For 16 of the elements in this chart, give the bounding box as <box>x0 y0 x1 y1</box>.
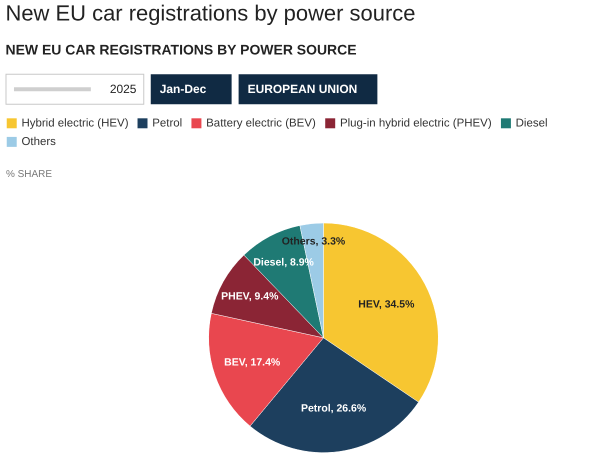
text: Jan-Dec <box>160 82 207 96</box>
legend-label: Diesel <box>516 117 548 130</box>
chart-subtitle: NEW EU CAR REGISTRATIONS BY POWER SOURCE <box>5 41 357 58</box>
legend-label: Petrol <box>152 117 182 130</box>
data-label: HEV, 34.5% <box>358 299 416 310</box>
data-label: BEV, 17.4% <box>224 357 281 368</box>
data-label: PHEV, 9.4% <box>221 292 280 303</box>
legend-label: Hybrid electric (HEV) <box>21 117 129 130</box>
text: 2025 <box>110 82 137 96</box>
legend-label: Others <box>21 136 56 148</box>
text: % SHARE <box>6 169 52 180</box>
legend-label: Plug-in hybrid electric (PHEV) <box>340 117 492 130</box>
chart-title: New EU car registrations by power source <box>5 0 416 26</box>
legend-label: Battery electric (BEV) <box>206 117 316 130</box>
text: EUROPEAN UNION <box>248 82 358 96</box>
data-label: Petrol, 26.6% <box>300 404 367 415</box>
